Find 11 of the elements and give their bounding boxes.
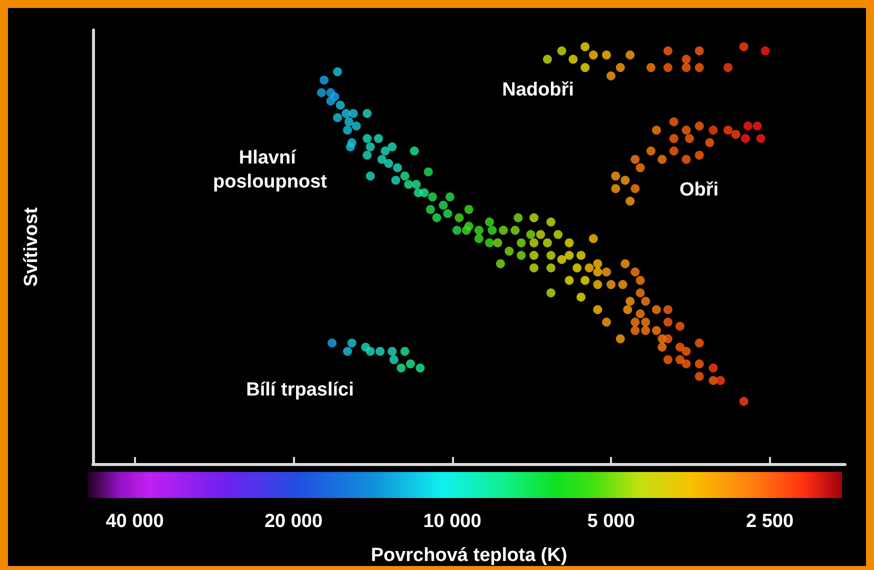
annotation: Bílí trpaslíci xyxy=(246,380,354,400)
y-axis-title: Svítivost xyxy=(21,206,42,287)
annotation: Hlavní posloupnost xyxy=(213,148,328,192)
x-tick-label: 40 000 xyxy=(106,511,164,532)
x-tick-label: 10 000 xyxy=(423,511,482,532)
x-tick-label: 2 500 xyxy=(746,511,794,532)
x-tick-label: 5 000 xyxy=(587,511,635,532)
annotation: Nadobři xyxy=(502,80,574,100)
annotation: Obři xyxy=(679,180,719,200)
x-axis-title: Povrchová teplota (K) xyxy=(370,545,568,566)
x-tick-label: 20 000 xyxy=(264,511,323,532)
